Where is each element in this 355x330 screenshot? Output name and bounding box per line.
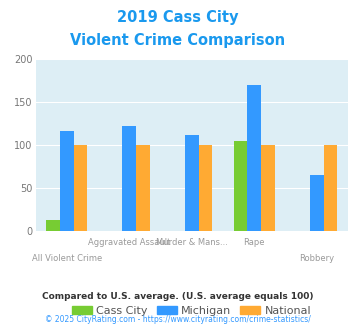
Bar — [261, 145, 275, 231]
Bar — [247, 85, 261, 231]
Bar — [310, 175, 323, 231]
Bar — [185, 135, 198, 231]
Text: All Violent Crime: All Violent Crime — [32, 254, 102, 263]
Bar — [60, 131, 73, 231]
Bar — [323, 145, 337, 231]
Text: Murder & Mans...: Murder & Mans... — [156, 238, 228, 247]
Text: 2019 Cass City: 2019 Cass City — [117, 10, 238, 25]
Bar — [136, 145, 150, 231]
Bar — [73, 145, 87, 231]
Text: Rape: Rape — [244, 238, 265, 247]
Bar — [234, 141, 247, 231]
Text: Compared to U.S. average. (U.S. average equals 100): Compared to U.S. average. (U.S. average … — [42, 292, 313, 301]
Legend: Cass City, Michigan, National: Cass City, Michigan, National — [67, 302, 316, 321]
Bar — [198, 145, 212, 231]
Text: Robbery: Robbery — [299, 254, 334, 263]
Text: © 2025 CityRating.com - https://www.cityrating.com/crime-statistics/: © 2025 CityRating.com - https://www.city… — [45, 315, 310, 324]
Bar — [122, 126, 136, 231]
Bar — [46, 220, 60, 231]
Text: Aggravated Assault: Aggravated Assault — [88, 238, 170, 247]
Text: Violent Crime Comparison: Violent Crime Comparison — [70, 33, 285, 48]
